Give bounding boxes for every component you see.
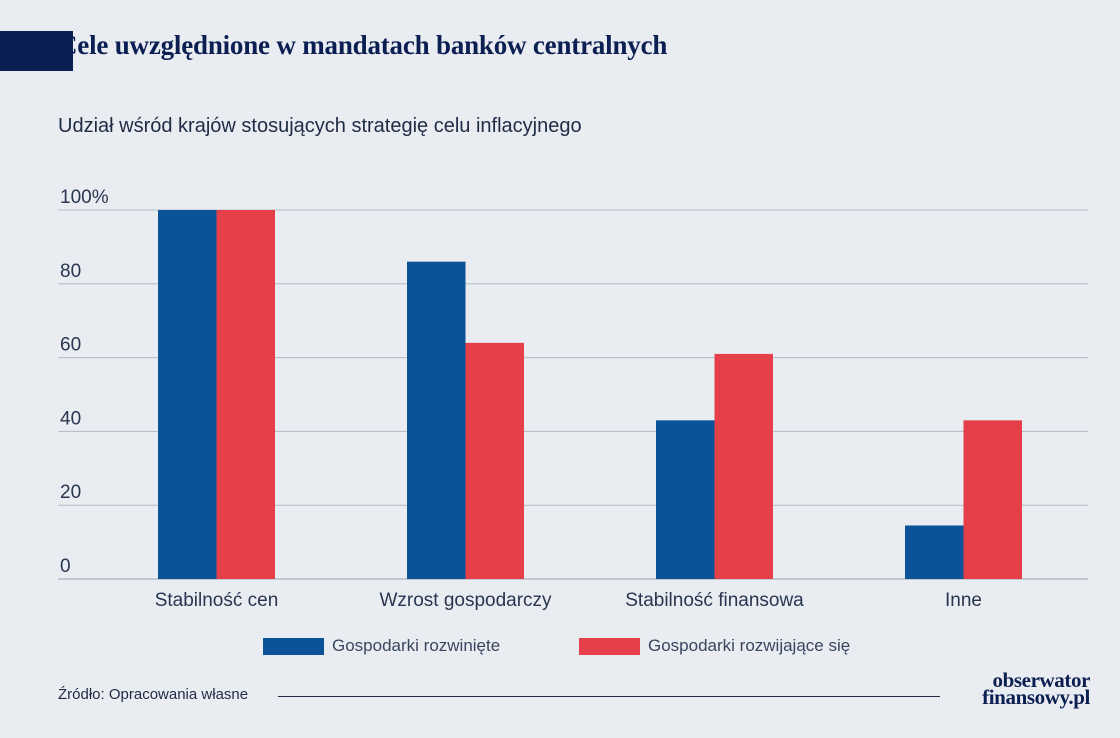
legend-item-developing: Gospodarki rozwijające się [579,636,850,656]
x-tick-label: Wzrost gospodarczy [379,590,552,611]
bar-developed [656,420,715,579]
logo-line-1: obserwator [992,668,1091,692]
y-tick-label: 0 [60,556,71,577]
bar-developed [905,525,964,579]
legend-label-developed: Gospodarki rozwinięte [332,636,501,655]
bar-chart: 0 20 40 60 80 100% Stabilność cen Wzrost gospod… [58,187,1088,611]
publisher-logo: obserwator finansowy.pl [955,668,1091,709]
x-tick-label: Stabilność finansowa [625,590,804,611]
bar-developed [158,210,217,579]
y-tick-label: 60 [60,335,81,356]
y-tick-label: 40 [60,408,81,429]
footer-divider [278,696,940,697]
legend-item-developed: Gospodarki rozwinięte [263,636,500,656]
bar-developing [465,342,524,579]
bar-developed [407,261,466,579]
title-accent-bar [0,31,73,71]
y-tick-label: 100% [60,187,109,208]
chart-subtitle: Udział wśród krajów stosujących strategi… [58,115,582,137]
x-tick-label: Stabilność cen [155,590,279,611]
legend-label-developing: Gospodarki rozwijające się [648,636,851,655]
y-tick-label: 20 [60,482,81,503]
chart-legend: Gospodarki rozwinięte Gospodarki rozwija… [0,636,1120,660]
source-note: Źródło: Opracowania własne [58,686,249,703]
y-tick-label: 80 [60,261,81,282]
x-tick-label: Inne [945,590,982,611]
legend-swatch-developed [263,637,324,655]
chart-title: Cele uwzględnione w mandatach banków cen… [58,30,668,60]
legend-swatch-developing [579,637,640,655]
bar-developing [963,420,1022,579]
logo-line-2: finansowy.pl [982,685,1090,709]
bar-developing [216,210,275,579]
bar-developing [714,353,773,579]
